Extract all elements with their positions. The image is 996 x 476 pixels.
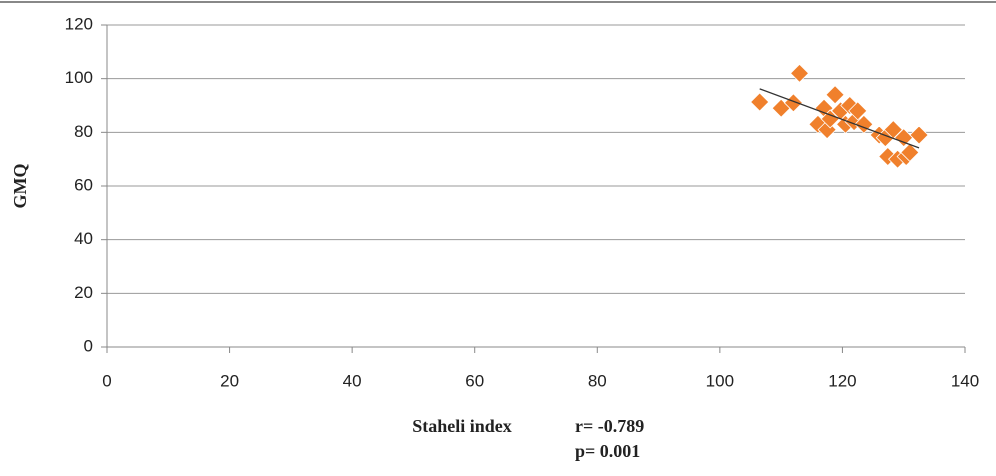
x-tick-label: 40 <box>343 371 362 390</box>
data-point <box>789 63 810 83</box>
data-point <box>750 92 770 112</box>
y-tick-label: 120 <box>65 14 93 33</box>
annotation: r= -0.789 <box>575 416 644 436</box>
data-point <box>848 101 868 121</box>
x-tick-label: 20 <box>220 371 239 390</box>
x-tick-label: 100 <box>706 371 734 390</box>
data-point <box>854 114 874 134</box>
x-axis-label: Staheli index <box>412 416 512 436</box>
data-point <box>900 142 920 163</box>
x-tick-label: 80 <box>588 371 607 390</box>
x-tick-label: 60 <box>465 371 484 390</box>
y-tick-label: 100 <box>65 68 93 87</box>
y-tick-label: 40 <box>74 229 93 248</box>
data-point <box>825 85 845 105</box>
data-point <box>840 95 860 116</box>
x-tick-label: 140 <box>951 371 979 390</box>
y-tick-label: 0 <box>84 336 93 355</box>
data-point <box>894 128 914 148</box>
annotation: p= 0.001 <box>575 441 640 461</box>
trend-line <box>759 88 920 149</box>
y-axis-label: GMQ <box>10 164 30 209</box>
data-point <box>909 125 929 145</box>
y-tick-label: 80 <box>74 122 93 141</box>
y-tick-label: 60 <box>74 175 93 194</box>
x-tick-label: 0 <box>102 371 111 390</box>
x-tick-label: 120 <box>828 371 856 390</box>
y-tick-label: 20 <box>74 283 93 302</box>
